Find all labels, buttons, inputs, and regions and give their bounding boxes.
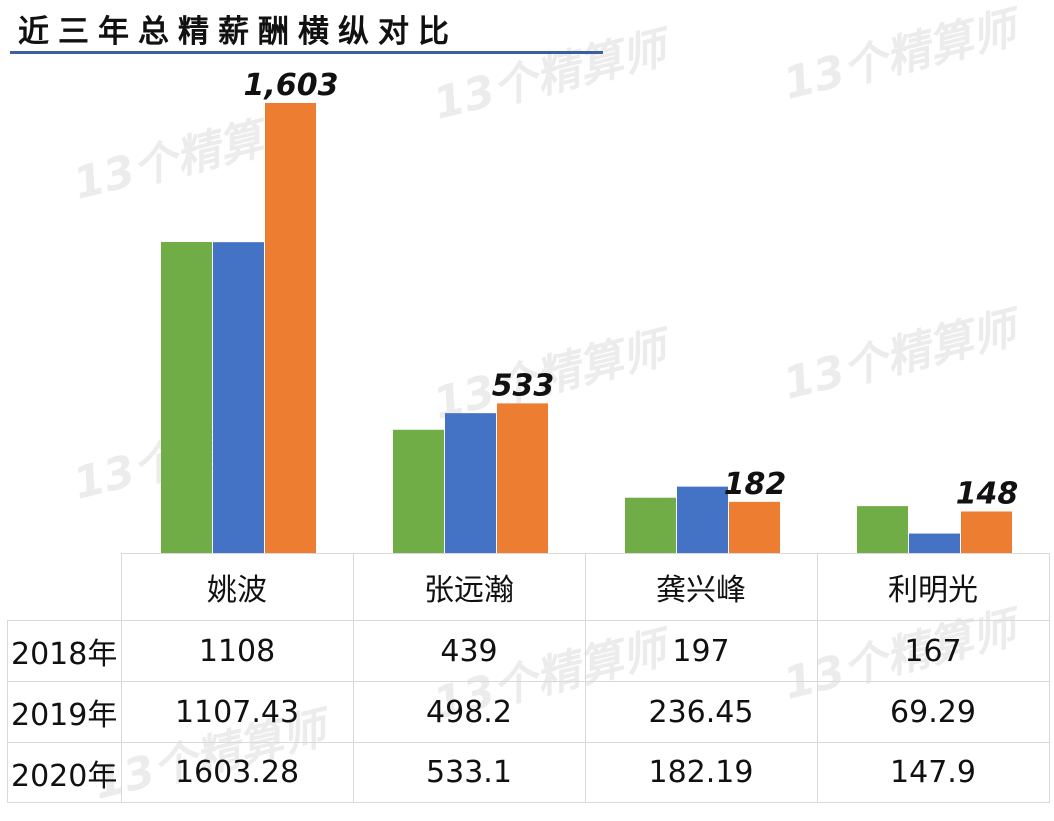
bar-4-series-2	[909, 533, 960, 553]
table-cell: 147.9	[816, 742, 1050, 803]
table-cell: 439	[352, 620, 586, 682]
bar-1-series-1	[161, 242, 212, 554]
table-cell: 167	[816, 620, 1050, 682]
table-cell: 498.2	[352, 681, 586, 743]
bar-1-series-3	[265, 103, 316, 553]
table-row: 2018年 1108 439 197 167	[7, 620, 1050, 682]
table-row: 2019年 1107.43 498.2 236.45 69.29	[7, 681, 1050, 743]
table-cell: 1107.43	[120, 681, 354, 743]
series-label: 2018年	[7, 620, 122, 682]
bar-4-series-3	[961, 511, 1012, 553]
bar-2-series-1	[393, 429, 444, 553]
bar-3-series-2	[677, 486, 728, 553]
data-table: 姚波 张远瀚 龚兴峰 利明光 2018年 1108 439 197 167 20…	[7, 553, 1050, 803]
table-corner	[7, 553, 122, 621]
data-label: 148	[956, 476, 1019, 511]
bar-3-series-1	[625, 497, 676, 553]
category-label: 张远瀚	[352, 553, 586, 621]
table-header-row: 姚波 张远瀚 龚兴峰 利明光	[7, 553, 1050, 621]
bar-3-series-3	[729, 501, 780, 553]
chart-title: 近三年总精薪酬横纵对比	[18, 14, 458, 50]
bar-4-series-1	[857, 506, 908, 553]
category-label: 利明光	[816, 553, 1050, 621]
data-label: 1,603	[244, 68, 339, 103]
series-label: 2020年	[7, 742, 122, 803]
data-label: 182	[724, 467, 787, 502]
table-cell: 69.29	[816, 681, 1050, 743]
table-cell: 1603.28	[120, 742, 354, 803]
bar-2-series-3	[497, 403, 548, 553]
table-cell: 197	[584, 620, 818, 682]
table-cell: 236.45	[584, 681, 818, 743]
data-label: 533	[492, 368, 555, 403]
bar-2-series-2	[445, 413, 496, 553]
table-cell: 182.19	[584, 742, 818, 803]
table-cell: 533.1	[352, 742, 586, 803]
title-underline	[10, 51, 603, 54]
category-label: 姚波	[120, 553, 354, 621]
bar-1-series-2	[213, 242, 264, 553]
category-label: 龚兴峰	[584, 553, 818, 621]
table-cell: 1108	[120, 620, 354, 682]
series-label: 2019年	[7, 681, 122, 743]
table-row: 2020年 1603.28 533.1 182.19 147.9	[7, 742, 1050, 803]
